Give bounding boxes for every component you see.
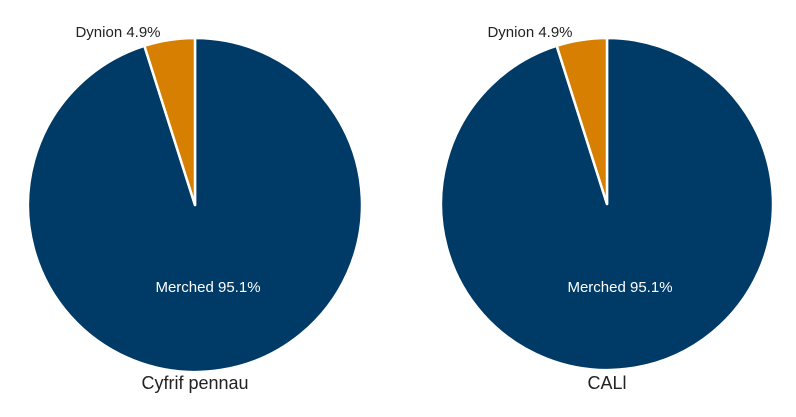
- pie-slice-dynion: [143, 36, 197, 207]
- pie-slice-dynion: [555, 36, 609, 206]
- slice-label-merched: Merched 95.1%: [155, 279, 260, 296]
- pie-chart-2: Merched 95.1% Dynion 4.9% CALl: [439, 24, 775, 393]
- slice-label-merched: Merched 95.1%: [567, 279, 672, 296]
- pie-title: CALl: [587, 373, 626, 393]
- pie-title: Cyfrif pennau: [141, 373, 248, 393]
- slice-label-dynion: Dynion 4.9%: [75, 24, 160, 41]
- pie-chart-1: Merched 95.1% Dynion 4.9% Cyfrif pennau: [26, 24, 364, 393]
- slice-label-dynion: Dynion 4.9%: [487, 24, 572, 41]
